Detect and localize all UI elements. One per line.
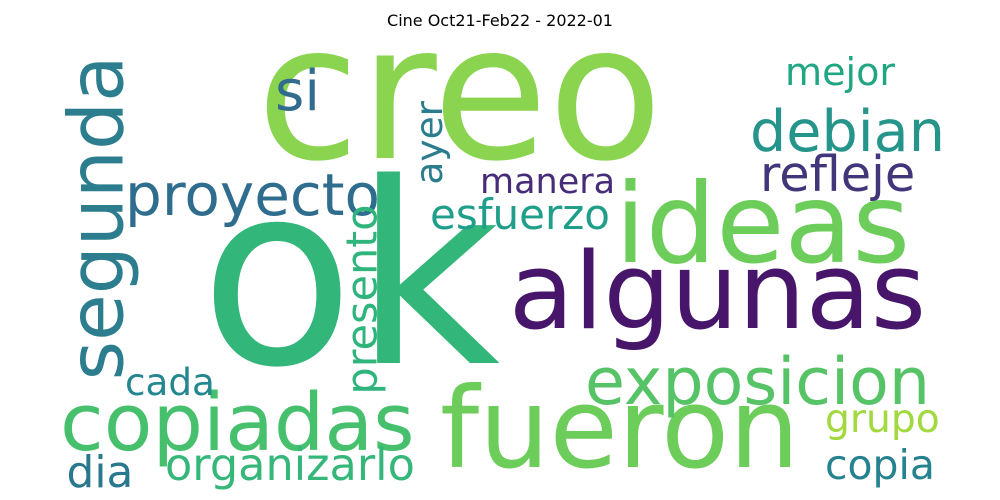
word-ideas: ideas	[615, 159, 911, 289]
word-manera: manera	[480, 162, 616, 202]
chart-title: Cine Oct21-Feb22 - 2022-01	[387, 11, 613, 30]
word-debian: debian	[750, 98, 945, 165]
word-copia: copia	[825, 440, 935, 489]
word-mejor: mejor	[785, 50, 896, 95]
word-dia: dia	[66, 446, 134, 498]
word-ayer: ayer	[407, 100, 452, 185]
word-si: si	[275, 59, 320, 125]
word-exposicion: exposicion	[585, 345, 931, 420]
word-ok: ok	[200, 130, 501, 424]
word-algunas: algunas	[508, 230, 927, 355]
word-organizarlo: organizarlo	[165, 438, 415, 491]
word-creo: creo	[256, 0, 663, 204]
word-proyecto: proyecto	[125, 161, 380, 230]
word-presento: presento	[337, 204, 388, 396]
word-refleje: refleje	[760, 145, 916, 204]
word-cada: cada	[125, 359, 215, 404]
word-grupo: grupo	[825, 397, 940, 443]
word-esfuerzo: esfuerzo	[430, 190, 610, 240]
word-fueron: fueron	[440, 365, 800, 495]
word-segunda: segunda	[52, 55, 141, 380]
word-copiadas: copiadas	[60, 375, 415, 469]
